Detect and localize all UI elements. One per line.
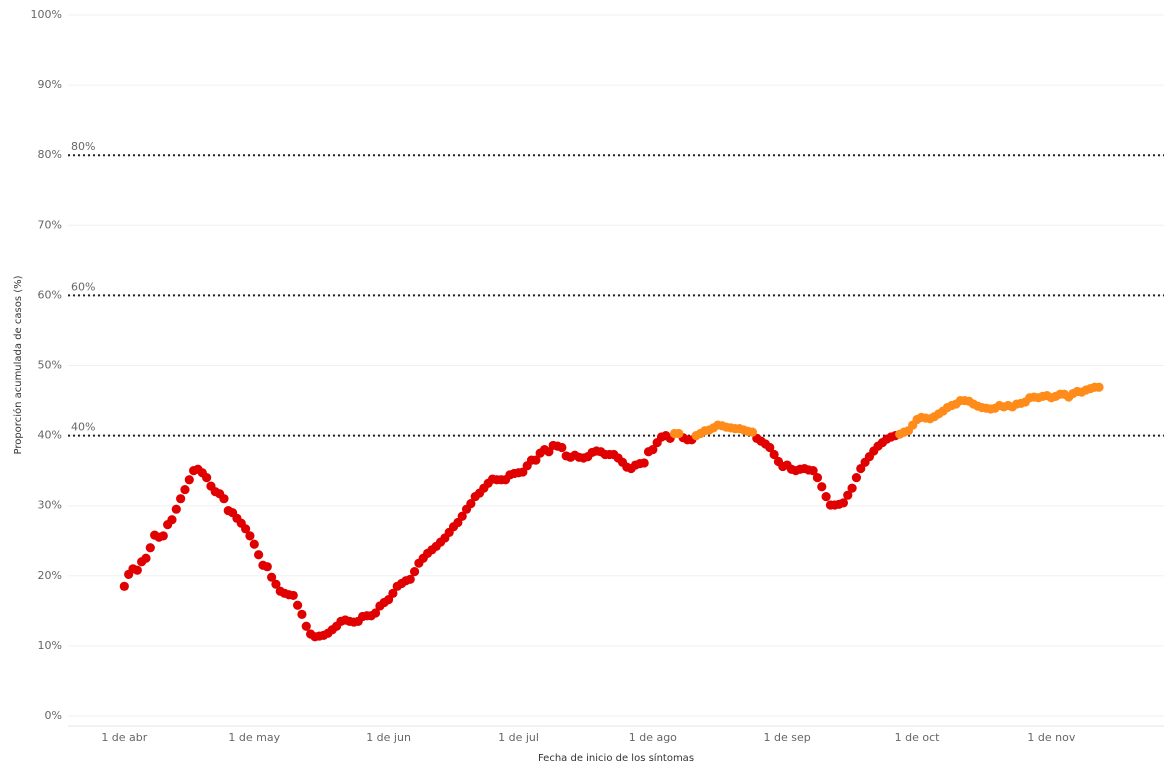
point xyxy=(838,498,849,508)
point xyxy=(851,473,862,483)
y-axis-title: Proporción acumulada de casos (%) xyxy=(12,275,24,454)
point xyxy=(119,581,129,591)
point xyxy=(674,428,684,439)
point xyxy=(167,515,177,525)
reference-label: 40% xyxy=(71,421,95,434)
point xyxy=(132,565,142,575)
point xyxy=(219,494,229,504)
point xyxy=(180,484,190,495)
x-tick-label: 1 de ago xyxy=(629,731,677,744)
reference-label: 80% xyxy=(71,140,95,153)
point xyxy=(847,483,857,493)
x-tick-label: 1 de abr xyxy=(101,731,147,744)
y-tick-label: 70% xyxy=(38,218,62,231)
point xyxy=(457,511,467,521)
point xyxy=(405,574,415,584)
point xyxy=(648,445,658,455)
point xyxy=(769,449,779,460)
x-axis-title: Fecha de inicio de los síntomas xyxy=(538,752,694,764)
x-tick-label: 1 de nov xyxy=(1027,731,1075,744)
y-tick-label: 80% xyxy=(38,148,62,161)
x-tick-label: 1 de sep xyxy=(763,731,810,744)
point xyxy=(245,531,255,541)
point xyxy=(158,531,168,541)
point xyxy=(817,482,827,492)
point xyxy=(639,458,649,468)
x-tick-label: 1 de jul xyxy=(498,731,539,744)
point xyxy=(171,504,181,514)
y-tick-label: 10% xyxy=(38,639,62,652)
point xyxy=(808,466,818,476)
point xyxy=(765,442,775,453)
point xyxy=(409,566,420,577)
point xyxy=(821,491,831,502)
point xyxy=(176,494,186,504)
point xyxy=(254,550,264,560)
reference-label: 60% xyxy=(71,280,95,293)
point xyxy=(370,608,381,618)
point xyxy=(145,543,155,553)
point xyxy=(202,473,212,483)
x-tick-label: 1 de may xyxy=(228,731,280,744)
point xyxy=(267,572,277,582)
y-tick-label: 20% xyxy=(38,569,62,582)
point xyxy=(1094,382,1104,392)
point xyxy=(301,621,311,631)
point xyxy=(747,427,758,437)
point xyxy=(531,455,541,465)
y-tick-label: 40% xyxy=(38,429,62,442)
point xyxy=(141,553,151,563)
y-tick-label: 90% xyxy=(38,78,62,91)
x-tick-label: 1 de oct xyxy=(895,731,941,744)
point xyxy=(184,475,194,485)
y-tick-label: 30% xyxy=(38,499,62,512)
point xyxy=(812,473,823,483)
y-tick-label: 100% xyxy=(31,8,62,21)
point xyxy=(466,498,476,509)
y-tick-label: 60% xyxy=(38,288,62,301)
point xyxy=(388,588,398,598)
point xyxy=(292,600,303,610)
point xyxy=(557,442,567,453)
point xyxy=(271,579,281,589)
point xyxy=(241,524,251,534)
point xyxy=(262,562,272,572)
point xyxy=(843,490,853,500)
point xyxy=(288,590,298,601)
x-tick-label: 1 de jun xyxy=(366,731,411,744)
point xyxy=(249,539,259,549)
y-tick-label: 50% xyxy=(38,359,62,372)
point xyxy=(297,609,307,619)
y-tick-label: 0% xyxy=(45,709,62,722)
